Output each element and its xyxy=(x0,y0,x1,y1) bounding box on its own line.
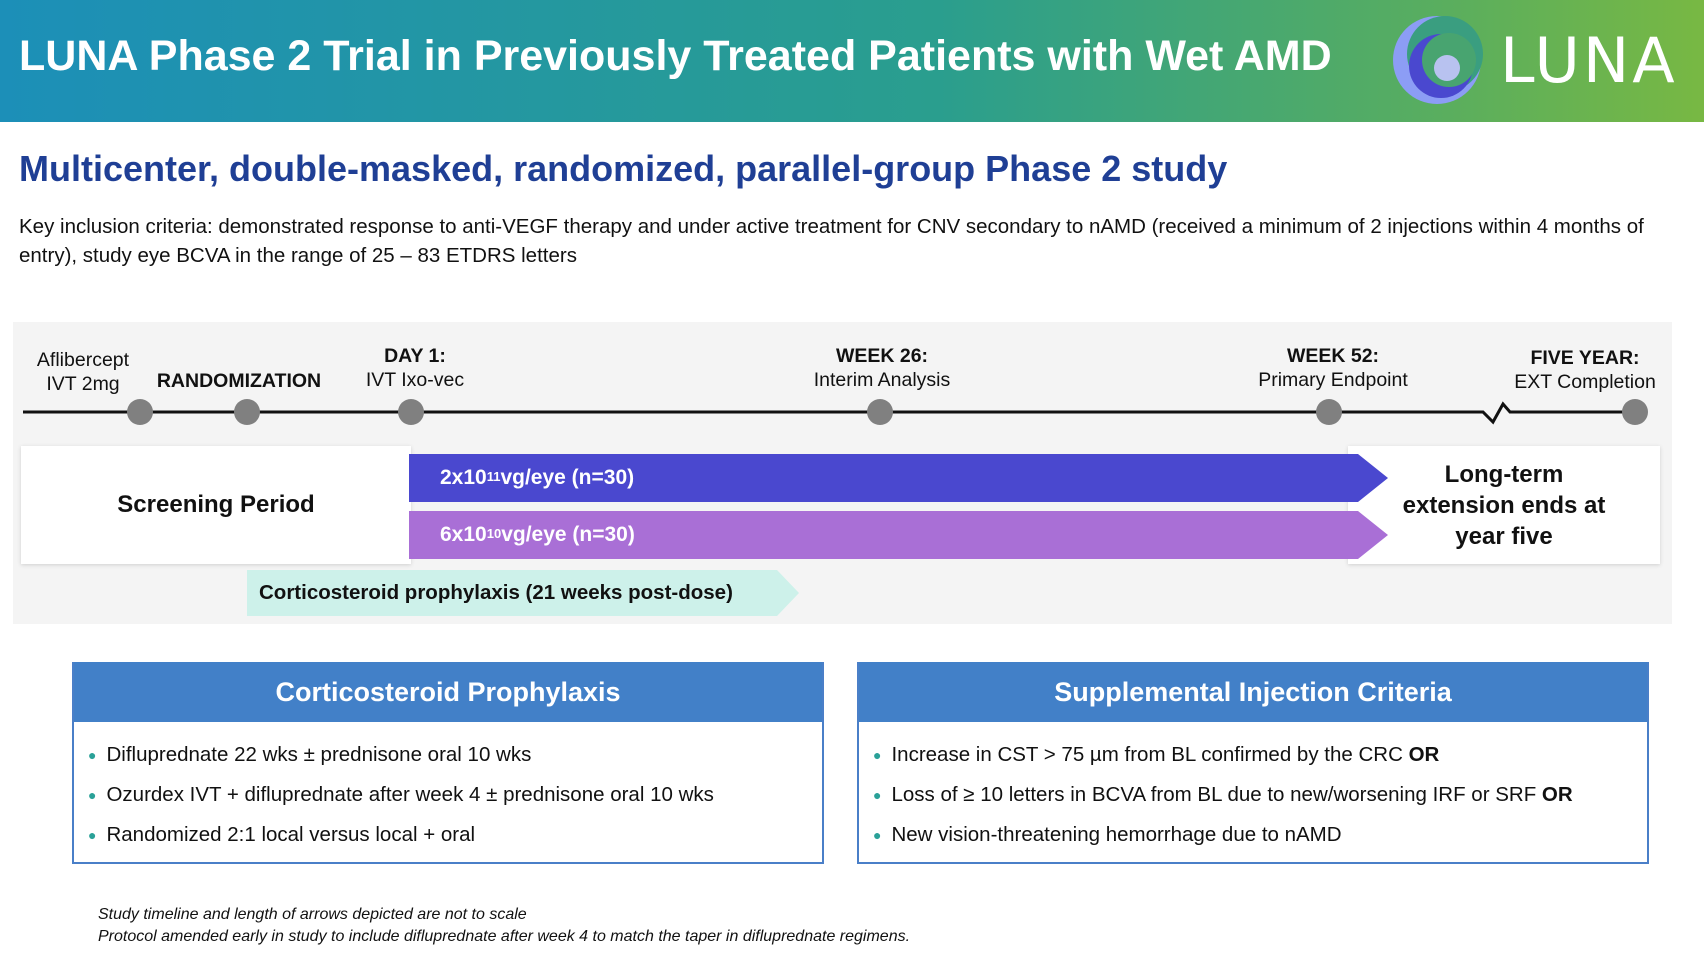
card-title: Corticosteroid Prophylaxis xyxy=(74,662,822,722)
timeline-line xyxy=(23,401,1647,425)
list-item: ● Increase in CST > 75 µm from BL confirm… xyxy=(873,743,1440,766)
timeline-dot xyxy=(234,399,260,425)
list-item: ● Loss of ≥ 10 letters in BCVA from BL du… xyxy=(873,783,1573,806)
milestone-week52: WEEK 52: Primary Endpoint xyxy=(1258,345,1408,391)
card-title: Supplemental Injection Criteria xyxy=(859,662,1647,722)
list-item: ● Randomized 2:1 local versus local + ora… xyxy=(88,823,476,846)
luna-logo-icon xyxy=(1393,16,1483,104)
milestone-randomization: RANDOMIZATION xyxy=(156,370,322,392)
timeline-dot xyxy=(127,399,153,425)
bullet-icon: ● xyxy=(873,827,882,843)
timeline-dot xyxy=(398,399,424,425)
prophylaxis-arrow: Corticosteroid prophylaxis (21 weeks pos… xyxy=(247,570,799,616)
inclusion-criteria: Key inclusion criteria: demonstrated res… xyxy=(19,215,1644,267)
supplemental-injection-card: Supplemental Injection Criteria ● Increas… xyxy=(857,662,1649,864)
bullet-icon: ● xyxy=(873,787,882,803)
section-heading: Multicenter, double-masked, randomized, … xyxy=(19,148,1228,189)
corticosteroid-prophylaxis-card: Corticosteroid Prophylaxis ● Difluprednat… xyxy=(72,662,824,864)
extension-box: Long-term extension ends at year five xyxy=(1348,446,1660,564)
bullet-icon: ● xyxy=(88,787,97,803)
screening-period-box: Screening Period xyxy=(21,446,411,564)
list-item: ● Difluprednate 22 wks ± prednisone oral … xyxy=(88,743,532,766)
arm-low-dose-arrow: 6x10 10 vg/eye (n=30) xyxy=(409,511,1388,559)
timeline-dot xyxy=(1622,399,1648,425)
list-item: ● New vision-threatening hemorrhage due t… xyxy=(873,823,1342,846)
milestone-day1: DAY 1: IVT Ixo-vec xyxy=(365,345,465,391)
slide-title: LUNA Phase 2 Trial in Previously Treated… xyxy=(19,32,1332,80)
bullet-icon: ● xyxy=(88,827,97,843)
milestone-week26: WEEK 26: Interim Analysis xyxy=(813,345,951,391)
logo-text: LUNA xyxy=(1500,24,1678,97)
header-banner: LUNA Phase 2 Trial in Previously Treated… xyxy=(0,0,1704,122)
timeline-dot xyxy=(1316,399,1342,425)
footnote: Study timeline and length of arrows depi… xyxy=(98,906,527,923)
footnotes: Study timeline and length of arrows depi… xyxy=(98,904,910,948)
bullet-icon: ● xyxy=(88,747,97,763)
list-item: ● Ozurdex IVT + difluprednate after week … xyxy=(88,783,714,806)
milestone-five-year: FIVE YEAR: EXT Completion xyxy=(1514,347,1656,393)
bullet-icon: ● xyxy=(873,747,882,763)
footnote: Protocol amended early in study to inclu… xyxy=(98,928,911,945)
arm-high-dose-arrow: 2x10 11 vg/eye (n=30) xyxy=(409,454,1388,502)
timeline-dot xyxy=(867,399,893,425)
milestone-aflibercept: Aflibercept IVT 2mg xyxy=(36,349,130,395)
